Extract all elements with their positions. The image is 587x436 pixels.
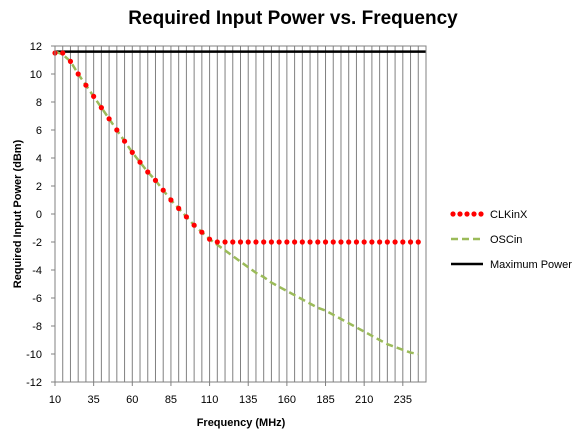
series-layer bbox=[52, 50, 426, 356]
clkinx-point bbox=[60, 50, 66, 56]
clkinx-point bbox=[67, 58, 74, 64]
legend-swatch-clkinx bbox=[457, 211, 463, 217]
y-tick-label: 6 bbox=[36, 125, 42, 137]
legend-swatch-clkinx bbox=[478, 211, 484, 217]
clkinx-point bbox=[338, 239, 344, 245]
clkinx-point bbox=[176, 205, 182, 211]
x-axis-ticks: 10 35 60 85 110 135 160 185 210 235 bbox=[49, 382, 412, 406]
y-tick-label: -4 bbox=[32, 265, 42, 277]
clkinx-point bbox=[129, 149, 135, 155]
clkinx-point bbox=[284, 239, 290, 245]
x-tick-label: 10 bbox=[49, 394, 61, 406]
y-tick-label: -12 bbox=[26, 377, 42, 389]
clkinx-point bbox=[206, 236, 213, 242]
clkinx-point bbox=[114, 127, 120, 133]
clkinx-point bbox=[237, 239, 244, 245]
clkinx-point bbox=[152, 177, 159, 183]
y-tick-label: 12 bbox=[30, 41, 42, 53]
clkinx-point bbox=[330, 239, 336, 245]
legend-swatch-clkinx bbox=[464, 211, 470, 217]
x-tick-label: 160 bbox=[278, 394, 296, 406]
x-tick-label: 35 bbox=[88, 394, 100, 406]
clkinx-point bbox=[276, 239, 282, 245]
legend-swatch-clkinx bbox=[450, 211, 456, 217]
x-tick-label: 185 bbox=[316, 394, 334, 406]
legend-label-maximum-power: Maximum Power bbox=[490, 259, 572, 271]
clkinx-point bbox=[369, 239, 375, 245]
y-tick-label: 8 bbox=[36, 97, 42, 109]
clkinx-point bbox=[268, 239, 275, 245]
gridlines bbox=[62, 46, 419, 382]
clkinx-point bbox=[307, 239, 313, 245]
clkinx-point bbox=[168, 197, 174, 203]
x-axis-title: Frequency (MHz) bbox=[197, 417, 286, 429]
y-tick-label: 0 bbox=[36, 209, 42, 221]
clkinx-point bbox=[222, 239, 228, 245]
y-tick-label: 2 bbox=[36, 181, 42, 193]
clkinx-point bbox=[91, 93, 97, 99]
x-tick-label: 60 bbox=[126, 394, 138, 406]
clkinx-point bbox=[384, 239, 390, 245]
clkinx-point bbox=[292, 239, 298, 245]
clkinx-point bbox=[377, 239, 383, 245]
clkinx-point bbox=[353, 239, 360, 245]
clkinx-point bbox=[145, 169, 151, 175]
x-tick-label: 235 bbox=[394, 394, 412, 406]
clkinx-point bbox=[214, 239, 220, 245]
clkinx-point bbox=[245, 239, 251, 245]
y-tick-label: -10 bbox=[26, 349, 42, 361]
clkinx-point bbox=[253, 239, 259, 245]
clkinx-point bbox=[299, 239, 305, 245]
legend-swatch-clkinx bbox=[471, 211, 477, 217]
x-tick-label: 210 bbox=[355, 394, 373, 406]
y-tick-label: -6 bbox=[32, 293, 42, 305]
clkinx-point bbox=[322, 239, 329, 245]
y-axis-ticks: -12 -10 -8 -6 -4 -2 0 2 4 6 8 10 12 bbox=[26, 41, 55, 389]
clkinx-point bbox=[315, 239, 321, 245]
clkinx-point bbox=[400, 239, 406, 245]
y-tick-label: -2 bbox=[32, 237, 42, 249]
legend-item-oscin: OSCin bbox=[451, 234, 522, 246]
clkinx-point bbox=[106, 116, 112, 122]
legend-item-clkinx: CLKinX bbox=[450, 209, 528, 221]
clkinx-point bbox=[346, 239, 352, 245]
clkinx-point bbox=[137, 159, 143, 165]
clkinx-point bbox=[392, 239, 398, 245]
legend-label-clkinx: CLKinX bbox=[490, 209, 528, 221]
chart-title: Required Input Power vs. Frequency bbox=[128, 8, 458, 29]
x-tick-label: 110 bbox=[201, 394, 219, 406]
x-tick-label: 135 bbox=[239, 394, 257, 406]
clkinx-point bbox=[230, 239, 236, 245]
y-tick-label: -8 bbox=[32, 321, 42, 333]
clkinx-point bbox=[261, 239, 267, 245]
clkinx-point bbox=[121, 138, 128, 144]
y-axis-title: Required Input Power (dBm) bbox=[12, 139, 24, 288]
y-tick-label: 4 bbox=[36, 153, 42, 165]
clkinx-point bbox=[407, 239, 414, 245]
series-clkinx bbox=[52, 50, 421, 245]
clkinx-point bbox=[183, 214, 189, 220]
clkinx-point bbox=[83, 82, 89, 88]
clkinx-point bbox=[98, 105, 104, 111]
clkinx-point bbox=[415, 239, 421, 245]
legend-item-maximum-power: Maximum Power bbox=[451, 259, 572, 271]
clkinx-point bbox=[191, 222, 197, 228]
clkinx-point bbox=[199, 229, 205, 235]
y-tick-label: 10 bbox=[30, 69, 42, 81]
legend: CLKinX OSCin Maximum Power bbox=[450, 209, 572, 271]
clkinx-point bbox=[75, 71, 81, 77]
clkinx-point bbox=[160, 187, 166, 193]
x-tick-label: 85 bbox=[165, 394, 177, 406]
legend-label-oscin: OSCin bbox=[490, 234, 522, 246]
clkinx-point bbox=[361, 239, 367, 245]
